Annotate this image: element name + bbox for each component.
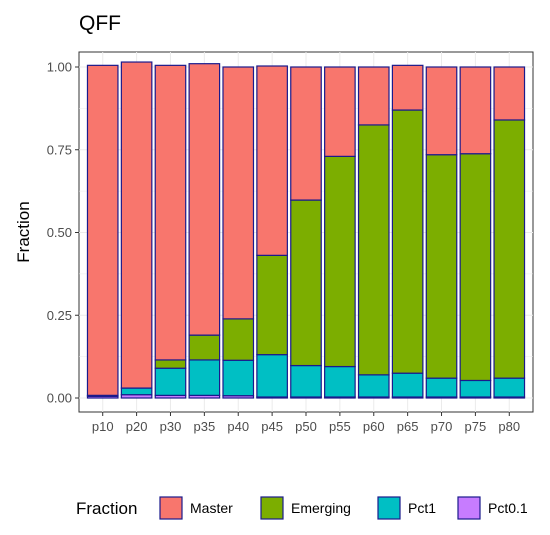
bar-master-p55 — [324, 66, 356, 157]
y-tick-label: 0.25 — [47, 308, 72, 323]
bar-pct1-p45 — [256, 354, 288, 398]
bar-master-p40 — [222, 66, 255, 320]
bar-pct1-p30 — [154, 367, 187, 396]
legend-key-pct0-1 — [457, 496, 481, 520]
bar-master-p65 — [391, 64, 424, 111]
bar-master-p20 — [120, 61, 153, 389]
y-tick-label: 1.00 — [47, 60, 72, 75]
bar-pct1-p35 — [188, 359, 221, 396]
bar-emerging-p80 — [493, 119, 526, 379]
legend-key-emerging — [260, 496, 284, 520]
legend-label-pct1: Pct1 — [408, 500, 436, 516]
x-tick-label: p35 — [194, 419, 216, 434]
x-tick-label: p65 — [397, 419, 419, 434]
bar-emerging-p55 — [324, 155, 356, 368]
x-axis: p10 p20 p30 p35 p40 p45 p50 p55 p60 p65 p70 p75 p80 — [92, 412, 520, 434]
bar-pct1-p80 — [493, 377, 526, 398]
bar-pct1-p75 — [459, 379, 492, 398]
x-tick-label: p60 — [363, 419, 385, 434]
y-tick-label: 0.50 — [47, 225, 72, 240]
x-tick-label: p40 — [227, 419, 249, 434]
bar-emerging-p60 — [357, 124, 390, 376]
bar-pct1-p20 — [120, 387, 153, 396]
x-tick-label: p55 — [329, 419, 351, 434]
y-tick-label: 0.00 — [47, 391, 72, 406]
chart-title: QFF — [79, 12, 121, 35]
bar-master-p30 — [154, 64, 187, 361]
y-tick-label: 0.75 — [47, 142, 72, 157]
bar-master-p45 — [256, 65, 288, 256]
bar-pct1-p60 — [357, 374, 390, 398]
x-tick-label: p45 — [261, 419, 283, 434]
bar-emerging-p35 — [188, 334, 221, 361]
bar-emerging-p30 — [154, 359, 187, 369]
legend-label-pct0-1: Pct0.1 — [488, 500, 528, 516]
x-tick-label: p70 — [431, 419, 453, 434]
bar-master-p75 — [459, 66, 492, 155]
bar-emerging-p75 — [459, 153, 492, 382]
bar-emerging-p40 — [222, 318, 255, 361]
bar-master-p35 — [188, 63, 221, 336]
x-tick-label: p10 — [92, 419, 114, 434]
legend-label-emerging: Emerging — [291, 500, 351, 516]
legend-key-pct1 — [377, 496, 401, 520]
x-tick-label: p50 — [295, 419, 317, 434]
bar-master-p70 — [425, 66, 458, 156]
legend: Fraction Master Emerging Pct1 Pct0.1 — [76, 496, 528, 520]
bar-master-p80 — [493, 66, 526, 121]
bar-master-p60 — [357, 66, 390, 126]
legend-label-master: Master — [190, 500, 233, 516]
legend-key-master — [159, 496, 183, 520]
bar-pct1-p65 — [391, 372, 424, 398]
bar-emerging-p45 — [256, 254, 288, 356]
bar-master-p10 — [86, 64, 119, 396]
x-tick-label: p80 — [498, 419, 520, 434]
bar-pct1-p55 — [324, 365, 356, 398]
bar-emerging-p50 — [290, 199, 322, 367]
bar-master-p50 — [290, 66, 322, 201]
bar-pct1-p70 — [425, 377, 458, 398]
bar-pct1-p50 — [290, 364, 322, 398]
bar-pct1-p40 — [222, 359, 255, 397]
y-axis-label: Fraction — [14, 201, 33, 262]
bars — [86, 61, 526, 399]
legend-title: Fraction — [76, 499, 137, 518]
x-tick-label: p75 — [465, 419, 487, 434]
bar-emerging-p65 — [391, 109, 424, 374]
bar-emerging-p70 — [425, 154, 458, 379]
x-tick-label: p20 — [126, 419, 148, 434]
y-axis: 0.00 0.25 0.50 0.75 1.00 — [47, 60, 79, 406]
x-tick-label: p30 — [160, 419, 182, 434]
